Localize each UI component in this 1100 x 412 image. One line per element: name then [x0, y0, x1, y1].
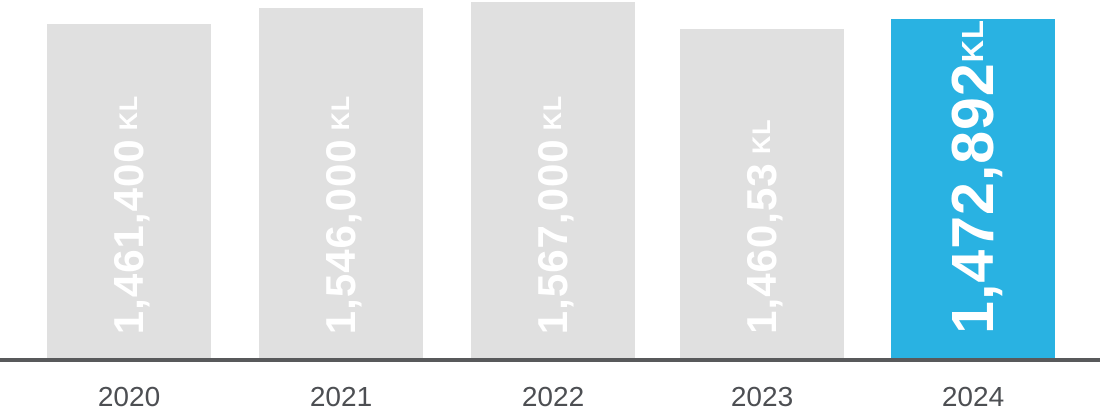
bar-2024-highlighted: 1,472,892KL: [891, 19, 1055, 358]
bar-value-unit: KL: [327, 94, 355, 131]
bar-value-unit: KL: [954, 19, 990, 63]
bar-value-unit: KL: [115, 94, 143, 131]
bar-value-label: 1,460,53 KL: [738, 119, 785, 335]
year-label-2024: 2024: [941, 381, 1005, 412]
bar-value-number: 1,567,000: [529, 138, 576, 334]
bar-value-number: 1,461,400: [105, 138, 152, 334]
bar-2022: 1,567,000 KL: [471, 2, 635, 358]
bar-value-number: 1,546,000: [317, 138, 364, 334]
year-label-2022: 2022: [521, 381, 585, 412]
bar-value-number: 1,472,892: [939, 62, 1006, 334]
x-axis-line: [0, 358, 1100, 362]
year-label-2020: 2020: [97, 381, 161, 412]
bar-value-label: 1,546,000 KL: [317, 94, 364, 334]
bar-value-unit: KL: [748, 119, 776, 155]
bar-value-number: 1,460,53: [738, 162, 785, 335]
bar-value-label: 1,472,892KL: [940, 19, 1006, 334]
bar-2020: 1,461,400 KL: [47, 24, 211, 358]
bar-value-unit: KL: [539, 94, 567, 131]
bar-value-label: 1,461,400 KL: [105, 94, 152, 334]
bar-value-label: 1,567,000 KL: [529, 94, 576, 334]
year-label-2023: 2023: [730, 381, 794, 412]
year-label-2021: 2021: [309, 381, 373, 412]
bar-2021: 1,546,000 KL: [259, 8, 423, 358]
bar-2023: 1,460,53 KL: [680, 29, 844, 358]
